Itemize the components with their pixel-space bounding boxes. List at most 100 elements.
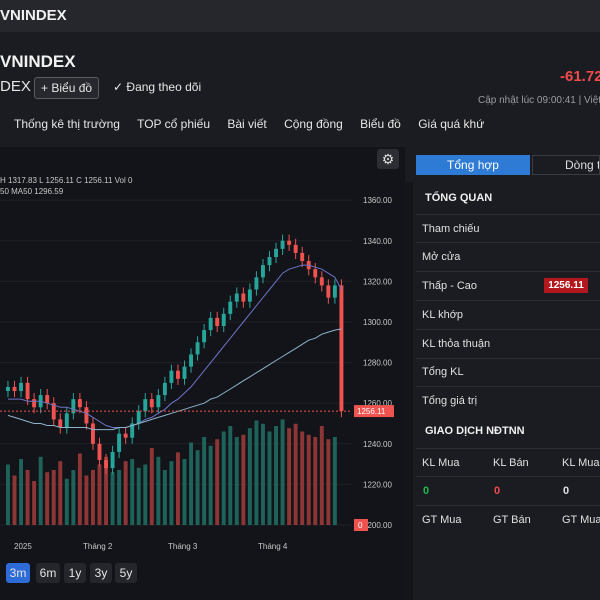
value-sell-volume: 0 [494, 485, 501, 497]
candle-body [136, 411, 141, 424]
y-tick-label: 1200.00 [363, 521, 392, 530]
x-tick-label: 2025 [14, 542, 32, 551]
candle-body [300, 252, 305, 262]
candle-body [169, 370, 174, 383]
volume-bar [84, 475, 89, 525]
nav-chart[interactable]: Biểu đồ [360, 117, 401, 131]
nav-community[interactable]: Cộng đồng [284, 117, 343, 131]
label-low-high: Thấp - Cao [422, 280, 478, 292]
value-buy-volume: 0 [423, 485, 430, 497]
main-nav: Thống kê thị trường TOP cổ phiếu Bài viế… [14, 117, 498, 131]
label-total-value: Tổng giá trị [422, 395, 478, 407]
y-tick-label: 1220.00 [363, 480, 392, 489]
row-divider [416, 242, 600, 271]
value-net-volume: 0 [563, 485, 570, 497]
candle-body [110, 451, 115, 469]
y-tick-label: 1240.00 [363, 440, 392, 449]
candle-body [241, 293, 246, 302]
volume-bar [32, 481, 37, 525]
volume-bar [293, 423, 298, 525]
candle-body [71, 399, 76, 414]
candle-body [202, 330, 207, 343]
ohlc-legend-text: H 1317.83 L 1256.11 C 1256.11 Vol 0 [0, 176, 133, 185]
header-buy-volume: KL Mua [422, 457, 460, 469]
candle-body [25, 382, 30, 400]
nav-market-stats[interactable]: Thống kê thị trường [14, 117, 120, 131]
timeframe-3m[interactable]: 3m [6, 563, 30, 583]
volume-bar [51, 470, 56, 525]
volume-bar [332, 437, 337, 525]
volume-bar [221, 431, 226, 525]
follow-label: Đang theo dõi [126, 80, 202, 94]
candle-body [12, 386, 17, 391]
volume-bar [234, 437, 239, 525]
x-tick-label: Tháng 2 [83, 542, 113, 551]
header-sell-value: GT Bán [493, 514, 531, 526]
label-negotiated-volume: KL thỏa thuận [422, 338, 491, 350]
volume-bar [143, 464, 148, 525]
checkmark-icon: ✓ [113, 80, 124, 94]
candle-body [77, 399, 82, 408]
volume-bar [77, 453, 82, 525]
label-reference: Tham chiếu [422, 223, 480, 235]
volume-bar [136, 467, 141, 525]
candle-body [117, 433, 122, 452]
nav-top-stocks[interactable]: TOP cổ phiếu [137, 117, 211, 131]
candle-body [143, 399, 148, 412]
y-tick-label: 1280.00 [363, 359, 392, 368]
candle-body [32, 399, 37, 408]
candle-body [189, 354, 193, 367]
candle-body [58, 419, 63, 428]
header-sell-volume: KL Bán [493, 457, 529, 469]
volume-bar [267, 431, 272, 525]
row-divider [416, 505, 600, 534]
nav-price-history[interactable]: Giá quá khứ [418, 117, 485, 131]
volume-bar [156, 456, 161, 525]
add-chart-button[interactable]: + Biểu đồ [34, 77, 100, 99]
update-time: Cập nhật lúc 09:00:41 | Việt N [478, 95, 600, 106]
candle-body [176, 370, 180, 379]
candle-body [182, 366, 187, 379]
volume-bar [64, 478, 69, 525]
timeframe-6m[interactable]: 6m [36, 563, 60, 583]
plus-icon: + [41, 81, 49, 95]
volume-bar [71, 470, 76, 525]
page-title: VNINDEX [0, 52, 76, 71]
timeframe-3y[interactable]: 3y [90, 563, 112, 583]
volume-bar [162, 470, 167, 525]
volume-bar [215, 439, 220, 525]
volume-bar [241, 434, 246, 525]
price-chart[interactable]: 1360.00 1340.00 1320.00 1300.00 1280.00 1260.… [0, 170, 405, 580]
gear-icon[interactable]: ⚙ [377, 149, 399, 169]
volume-bar [104, 456, 108, 525]
candle-body [19, 382, 23, 391]
volume-bar [189, 442, 193, 525]
tab-summary[interactable]: Tổng hợp [416, 155, 530, 175]
volume-bar [247, 428, 252, 525]
volume-bar [97, 464, 102, 525]
candle-body [274, 248, 278, 257]
follow-toggle[interactable]: ✓ Đang theo dõi [113, 80, 201, 94]
x-tick-label: Tháng 3 [168, 542, 198, 551]
candle-body [287, 240, 292, 245]
candle-body [195, 342, 200, 355]
candle-body [123, 433, 128, 438]
app-topbar: VNINDEX [0, 0, 600, 33]
label-open: Mở cửa [422, 251, 461, 263]
price-change: -61.72 [560, 68, 600, 85]
symbol-subtitle: DEX [0, 78, 31, 95]
candle-body [64, 413, 69, 428]
timeframe-1y[interactable]: 1y [64, 563, 86, 583]
tab-flow[interactable]: Dòng ti [532, 155, 600, 175]
chart-button-label: Biểu đồ [51, 81, 93, 95]
row-divider [416, 358, 600, 387]
volume-bar [182, 459, 187, 525]
row-divider [416, 448, 600, 477]
nav-articles[interactable]: Bài viết [227, 117, 267, 131]
candle-body [313, 269, 318, 278]
timeframe-5y[interactable]: 5y [115, 563, 137, 583]
volume-bar [208, 445, 213, 525]
row-divider [416, 386, 600, 415]
volume-bar [169, 461, 174, 525]
volume-bar [319, 426, 324, 525]
